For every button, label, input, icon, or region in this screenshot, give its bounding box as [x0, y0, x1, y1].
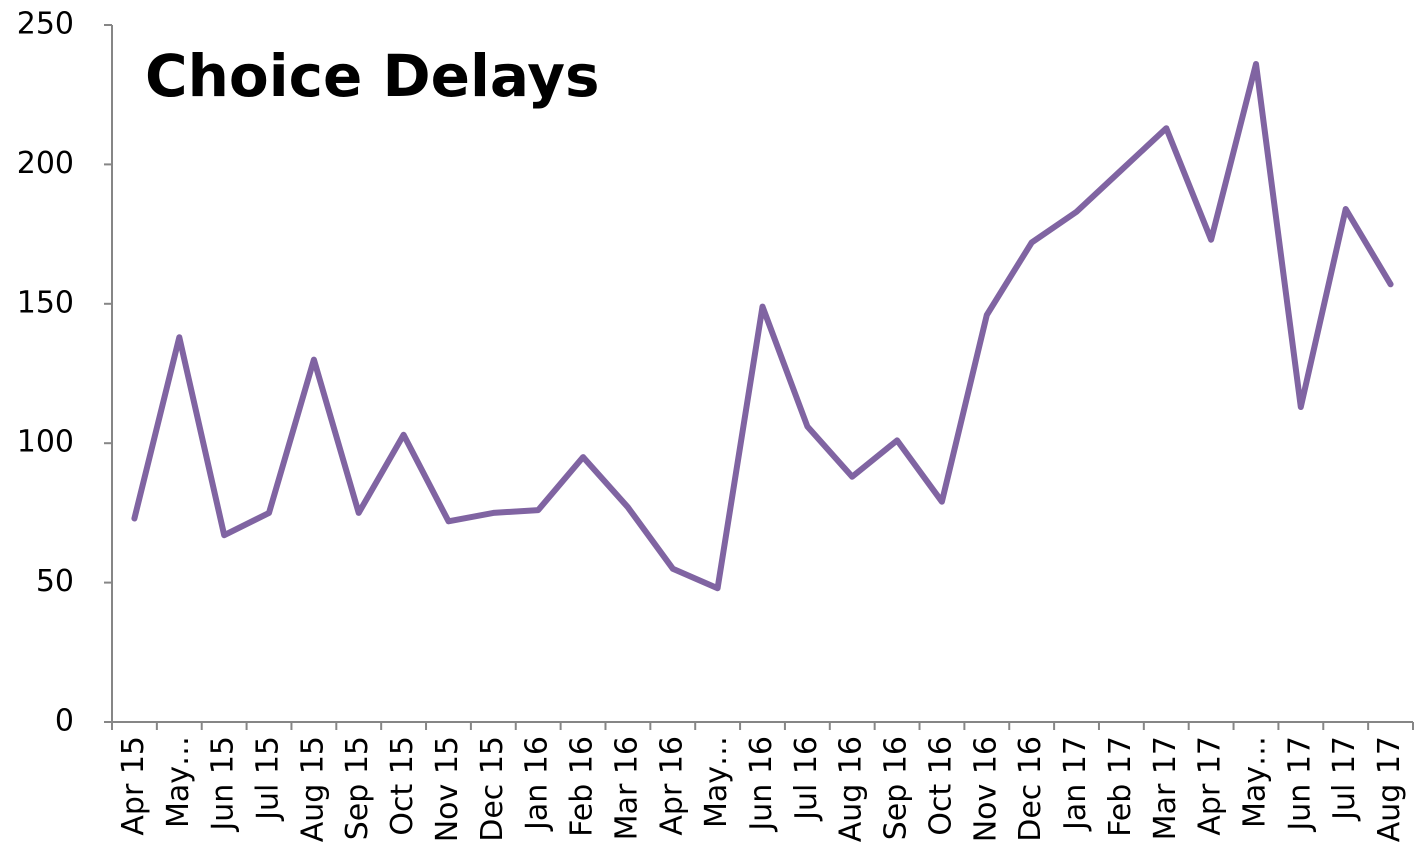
- x-tick-label: May…: [1237, 736, 1272, 828]
- y-tick-label: 50: [36, 564, 74, 599]
- x-tick-label: Jun 17: [1282, 736, 1317, 833]
- chart-title: Choice Delays: [145, 42, 600, 110]
- x-tick-label: Jan 17: [1058, 736, 1093, 832]
- x-tick-label: Sep 16: [879, 736, 914, 840]
- x-tick-label: Oct 15: [385, 736, 420, 836]
- x-tick-label: Jul 17: [1327, 736, 1362, 822]
- x-tick-label: Mar 17: [1148, 736, 1183, 840]
- x-tick-label: Jan 16: [520, 736, 555, 832]
- x-tick-label: Jun 16: [744, 736, 779, 833]
- x-tick-label: Apr 15: [116, 736, 151, 836]
- x-tick-label: Jun 15: [206, 736, 241, 833]
- x-tick-label: Nov 16: [968, 736, 1003, 842]
- x-tick-label: Feb 17: [1103, 736, 1138, 837]
- y-tick-label: 0: [55, 704, 74, 739]
- x-tick-label: Mar 16: [609, 736, 644, 840]
- x-tick-label: May…: [699, 736, 734, 828]
- x-tick-label: Apr 16: [654, 736, 689, 836]
- x-tick-label: Aug 16: [834, 736, 869, 842]
- x-tick-label: Oct 16: [923, 736, 958, 836]
- x-tick-label: Nov 15: [430, 736, 465, 842]
- x-tick-label: Aug 15: [295, 736, 330, 842]
- x-tick-label: Sep 15: [340, 736, 375, 840]
- x-tick-label: Aug 17: [1372, 736, 1407, 842]
- y-tick-label: 100: [17, 425, 74, 460]
- x-tick-label: May…: [161, 736, 196, 828]
- y-tick-label: 150: [17, 285, 74, 320]
- x-tick-label: Jul 15: [251, 736, 286, 822]
- x-tick-label: Feb 16: [565, 736, 600, 837]
- x-tick-label: Jul 16: [789, 736, 824, 822]
- x-tick-label: Apr 17: [1193, 736, 1228, 836]
- x-tick-label: Dec 15: [475, 736, 510, 842]
- x-tick-label: Dec 16: [1013, 736, 1048, 842]
- y-tick-label: 250: [17, 7, 74, 42]
- y-tick-label: 200: [17, 146, 74, 181]
- data-line: [131, 61, 1394, 592]
